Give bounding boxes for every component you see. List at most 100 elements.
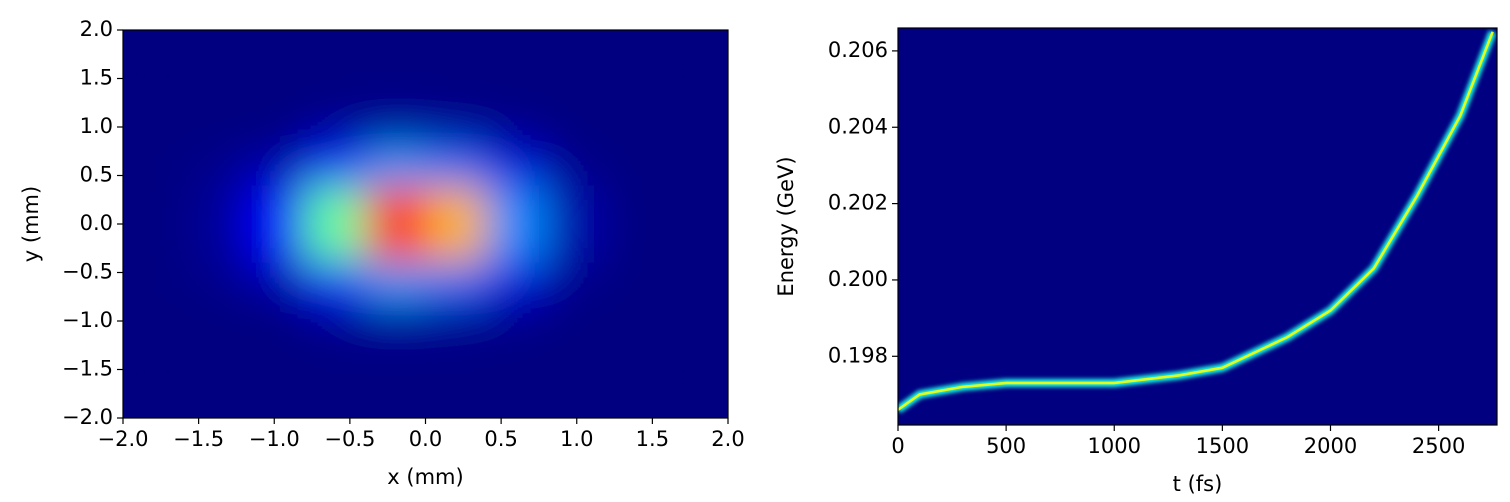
x-tick-label: −1.5 [173, 427, 224, 451]
x-tick-label: 1000 [1088, 434, 1141, 458]
heat-cell [486, 68, 547, 108]
heat-cell [546, 146, 607, 186]
heat-cell [607, 301, 668, 341]
heat-cell [667, 185, 728, 224]
heat-cell [486, 301, 547, 341]
heat-cell [425, 185, 486, 224]
x-tick-label: 500 [986, 434, 1026, 458]
y-tick-label: 0.204 [828, 114, 888, 138]
x-tick-label: 0.0 [409, 427, 442, 451]
heat-cell [365, 379, 426, 418]
x-tick-label: 1.5 [636, 427, 669, 451]
heat-cell [425, 146, 486, 186]
y-tick-label: 0.5 [80, 163, 113, 187]
heat-cell [425, 107, 486, 147]
heat-cell [244, 301, 305, 341]
y-tick-label: −2.0 [62, 405, 113, 429]
heat-cell [607, 262, 668, 302]
heat-cell [183, 185, 244, 224]
heat-cell [546, 68, 607, 108]
y-axis-label: Energy (GeV) [774, 156, 798, 296]
heat-cell [365, 224, 426, 263]
heat-cell [667, 30, 728, 69]
x-tick-label: 1500 [1196, 434, 1249, 458]
heat-cell [486, 224, 547, 263]
heat-cell [607, 68, 668, 108]
heat-cell [304, 146, 365, 186]
heat-cell [123, 262, 184, 302]
heat-cell [123, 68, 184, 108]
heat-cell [546, 301, 607, 341]
heat-cell [123, 224, 184, 263]
heat-cell [304, 224, 365, 263]
y-tick-label: 0.206 [828, 38, 888, 62]
heat-cell [667, 262, 728, 302]
heat-cell [607, 224, 668, 263]
heat-cell [667, 224, 728, 263]
y-tick-label: 0.200 [828, 267, 888, 291]
heat-cell [486, 185, 547, 224]
heat-cell [365, 340, 426, 380]
heat-cell [667, 68, 728, 108]
heat-cell [546, 224, 607, 263]
x-tick-label: −0.5 [324, 427, 375, 451]
y-tick-label: −0.5 [62, 260, 113, 284]
heat-cell [183, 224, 244, 263]
heat-cell [244, 262, 305, 302]
y-tick-label: 1.5 [80, 66, 113, 90]
heat-cell [244, 146, 305, 186]
heat-cell [123, 30, 184, 69]
heat-cell [244, 30, 305, 69]
y-tick-label: −1.0 [62, 308, 113, 332]
heat-cell [607, 30, 668, 69]
heat-cell [183, 379, 244, 418]
y-tick-label: 0.198 [828, 343, 888, 367]
x-tick-label: 0.5 [484, 427, 517, 451]
heat-cell [667, 146, 728, 186]
heat-cell [546, 262, 607, 302]
heat-cell [304, 30, 365, 69]
heat-cell [244, 68, 305, 108]
plot-frame [897, 27, 1498, 426]
heat-cell [486, 340, 547, 380]
heat-cell [183, 107, 244, 147]
heat-cell [304, 301, 365, 341]
heat-cell [123, 340, 184, 380]
heat-cell [123, 301, 184, 341]
x-axis-label: t (fs) [1173, 472, 1223, 496]
heat-cell [546, 185, 607, 224]
heat-cell [183, 301, 244, 341]
heat-cell [365, 30, 426, 69]
x-axis-label: x (mm) [387, 465, 463, 489]
x-tick-label: 2.0 [711, 427, 744, 451]
heat-cell [244, 340, 305, 380]
heat-cell [123, 107, 184, 147]
plot-background [898, 28, 1497, 425]
heat-cell [425, 224, 486, 263]
y-tick-label: 0.0 [80, 211, 113, 235]
heat-cell [183, 30, 244, 69]
heat-cell [365, 185, 426, 224]
heat-cell [365, 262, 426, 302]
heat-cell [486, 146, 547, 186]
heat-cell [304, 185, 365, 224]
heat-cell [123, 379, 184, 418]
heat-cell [486, 262, 547, 302]
heat-cell [546, 379, 607, 418]
heat-cell [244, 185, 305, 224]
heat-cell [365, 146, 426, 186]
y-tick-label: 0.202 [828, 191, 888, 215]
heat-cell [486, 107, 547, 147]
x-tick-label: 1.0 [560, 427, 593, 451]
heat-cell [486, 30, 547, 69]
heat-cell [607, 340, 668, 380]
x-tick-label: 0 [891, 434, 904, 458]
heat-cell [183, 262, 244, 302]
heat-cell [244, 107, 305, 147]
heat-cell [425, 301, 486, 341]
heat-cell [365, 301, 426, 341]
x-tick-label: 2500 [1412, 434, 1465, 458]
heat-cell [425, 30, 486, 69]
x-tick-label: −2.0 [98, 427, 149, 451]
